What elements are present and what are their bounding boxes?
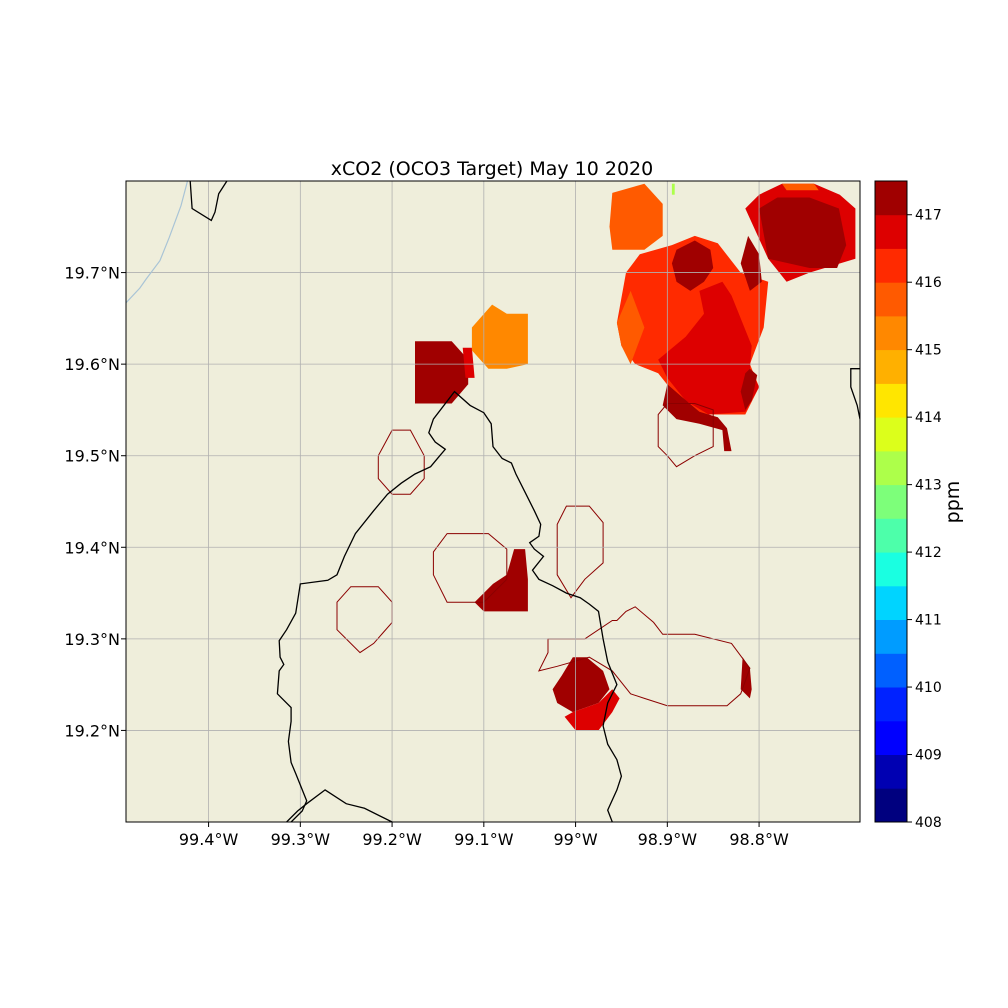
colorbar-level <box>875 248 907 283</box>
colorbar-level <box>875 653 907 688</box>
xco2-region <box>415 341 469 404</box>
y-tick-label: 19.3°N <box>64 630 120 649</box>
xco2-region-outline <box>336 586 393 654</box>
xco2-region <box>671 183 675 195</box>
xco2-region-outline <box>537 606 751 707</box>
colorbar-tick-label: 411 <box>915 613 942 629</box>
x-tick-label: 98.8°W <box>729 830 789 849</box>
colorbar-tick-label: 415 <box>915 343 942 359</box>
xco2-region <box>671 240 714 291</box>
colorbar-tick-label: 409 <box>915 748 942 764</box>
boundary-line <box>189 181 228 222</box>
lake-shoreline <box>126 181 189 304</box>
xco2-region <box>474 549 528 612</box>
colorbar-level <box>875 552 907 587</box>
xco2-region <box>740 368 758 410</box>
xco2-region <box>616 290 645 365</box>
xco2-region <box>759 197 847 268</box>
colorbar-level <box>875 720 907 755</box>
plot-frame <box>125 180 861 823</box>
x-ticks: 99.4°W 99.3°W 99.2°W 99.1°W 99°W 98.9°W 98.8°W <box>179 822 789 849</box>
xco2-region <box>462 347 475 378</box>
colorbar-tick-label: 413 <box>915 478 942 494</box>
colorbar-ticks: 408 409 410 411 412 413 414 415 416 417 <box>907 208 942 831</box>
gridlines <box>126 181 860 822</box>
xco2-region <box>471 304 528 369</box>
xco2-region <box>552 657 610 713</box>
xco2-region <box>662 384 732 452</box>
y-tick-label: 19.7°N <box>64 264 120 283</box>
boundaries <box>126 181 860 822</box>
xco2-region <box>609 183 663 250</box>
xco2-regions <box>415 183 856 731</box>
y-tick-label: 19.5°N <box>64 447 120 466</box>
colorbar-level <box>875 417 907 452</box>
colorbar-tick-label: 417 <box>915 208 942 224</box>
y-tick-label: 19.6°N <box>64 355 120 374</box>
colorbar-level <box>875 484 907 519</box>
boundary-line <box>286 789 395 822</box>
xco2-region-outline <box>657 403 714 468</box>
colorbar-level <box>875 315 907 351</box>
colorbar-tick-label: 408 <box>915 815 942 831</box>
colorbar-tick-label: 414 <box>915 410 942 426</box>
xco2-region-outline <box>377 429 425 495</box>
colorbar-tick-label: 412 <box>915 545 942 561</box>
colorbar-level <box>875 214 907 249</box>
y-tick-label: 19.4°N <box>64 538 120 557</box>
x-tick-label: 99.3°W <box>271 830 331 849</box>
colorbar-frame <box>874 180 908 823</box>
chart-title: xCO2 (OCO3 Target) May 10 2020 <box>331 158 653 180</box>
x-tick-label: 99.1°W <box>454 830 514 849</box>
xco2-region <box>658 281 760 415</box>
colorbar-tick-label: 416 <box>915 275 942 291</box>
y-ticks: 19.7°N 19.6°N 19.5°N 19.4°N 19.3°N 19.2°N <box>64 264 126 740</box>
y-tick-label: 19.2°N <box>64 721 120 740</box>
colorbar-level <box>875 788 907 823</box>
xco2-region-outline <box>556 505 604 599</box>
colorbar-level <box>875 619 907 654</box>
xco2-region <box>564 689 620 731</box>
colorbar-tick-label: 410 <box>915 680 942 696</box>
state-boundary <box>276 390 623 822</box>
x-tick-label: 99.2°W <box>362 830 422 849</box>
colorbar-level <box>875 585 907 620</box>
colorbar-level <box>875 687 907 722</box>
x-tick-label: 99.4°W <box>179 830 239 849</box>
colorbar-label: ppm <box>942 481 964 524</box>
colorbar-level <box>875 282 907 317</box>
xco2-region <box>740 235 762 291</box>
x-tick-label: 99°W <box>553 830 597 849</box>
colorbar-level <box>875 754 907 789</box>
boundary-line <box>850 368 860 420</box>
colorbar-level <box>875 518 907 553</box>
x-tick-label: 98.9°W <box>638 830 698 849</box>
colorbar-level <box>875 450 907 486</box>
colorbar-level <box>875 383 907 418</box>
colorbar: 408 409 410 411 412 413 414 415 416 417 ppm <box>874 180 964 831</box>
colorbar-level <box>875 349 907 384</box>
colorbar-levels <box>875 181 907 823</box>
colorbar-level <box>875 181 907 216</box>
map-axes: 99.4°W 99.3°W 99.2°W 99.1°W 99°W 98.9°W 98.8°W… <box>64 180 861 849</box>
xco2-region <box>782 183 819 191</box>
